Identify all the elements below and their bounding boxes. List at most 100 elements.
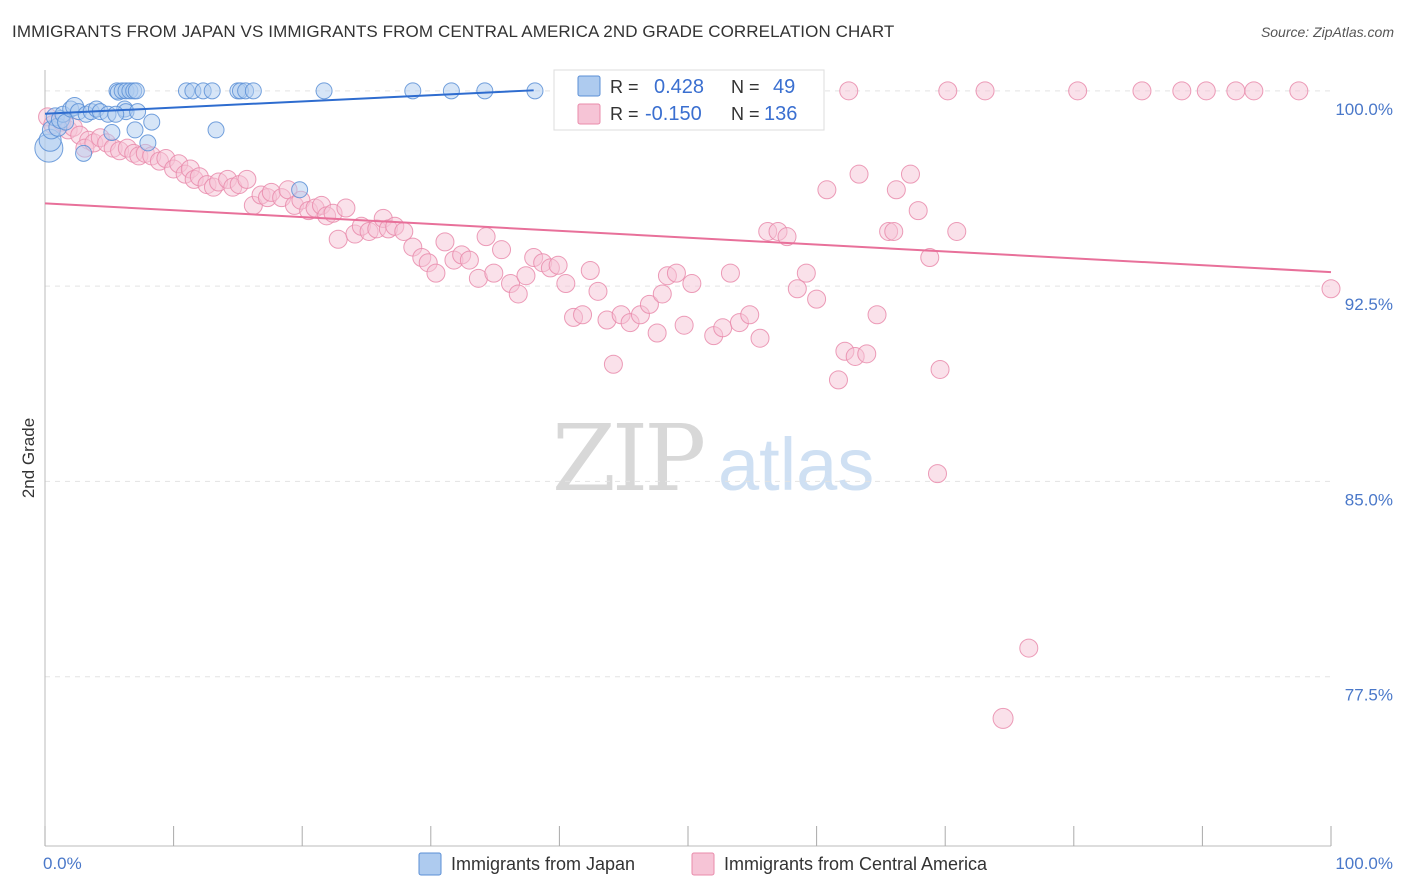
point-central-america-125 (1196, 81, 1216, 101)
legend-swatch-central-america (691, 852, 715, 876)
point-japan-28 (129, 103, 147, 121)
trend-lines (44, 89, 1332, 274)
point-central-america-86 (647, 323, 667, 343)
watermark-zip: ZIP (552, 405, 703, 512)
point-central-america-89 (674, 315, 694, 335)
x-tick-label-0: 0.0% (43, 854, 82, 873)
point-central-america-105 (828, 370, 848, 390)
point-central-america-32 (237, 169, 257, 189)
point-central-america-47 (336, 198, 356, 218)
watermark: ZIP atlas (552, 405, 874, 512)
y-tick-label-0: 100.0% (1335, 100, 1393, 119)
point-central-america-104 (817, 180, 837, 200)
point-central-america-77 (573, 305, 593, 325)
stats-legend-n-value-japan: 49 (773, 76, 795, 98)
point-central-america-96 (740, 305, 760, 325)
point-central-america-65 (476, 227, 496, 247)
source-attribution: Source: ZipAtlas.com (1260, 24, 1394, 40)
trend-line-central-america (44, 202, 1332, 274)
point-central-america-101 (787, 279, 807, 299)
stats-legend-r-value-central-america: -0.150 (645, 103, 702, 125)
legend-label-japan: Immigrants from Japan (451, 854, 635, 874)
point-japan-35 (203, 82, 221, 100)
point-central-america-124 (1172, 81, 1192, 101)
point-japan-19 (107, 105, 125, 123)
point-central-america-134 (938, 81, 958, 101)
stats-legend-n-label-central-america: N = (731, 104, 760, 124)
point-central-america-128 (1289, 81, 1309, 101)
point-central-america-78 (580, 261, 600, 281)
point-japan-36 (207, 121, 225, 139)
stats-legend-r-label-japan: R = (610, 77, 639, 97)
point-central-america-46 (328, 229, 348, 249)
point-central-america-111 (886, 180, 906, 200)
point-central-america-67 (492, 240, 512, 260)
point-central-america-69 (508, 284, 528, 304)
y-tick-label-2: 85.0% (1345, 490, 1393, 509)
point-japan-29 (126, 121, 144, 139)
point-central-america-102 (796, 263, 816, 283)
y-tick-labels: 100.0% 92.5% 85.0% 77.5% (1335, 100, 1393, 705)
stats-legend-swatch-central-america (577, 103, 601, 125)
point-central-america-85 (639, 294, 659, 314)
point-japan-43 (404, 82, 422, 100)
point-japan-16 (103, 123, 121, 141)
point-central-america-127 (1244, 81, 1264, 101)
point-central-america-121 (884, 221, 904, 241)
legend-swatch-japan (418, 852, 442, 876)
y-tick-label-1: 92.5% (1345, 295, 1393, 314)
trend-line-japan (44, 89, 534, 115)
point-central-america-126 (1226, 81, 1246, 101)
chart-title: IMMIGRANTS FROM JAPAN VS IMMIGRANTS FROM… (12, 22, 895, 41)
point-central-america-133 (839, 81, 859, 101)
point-japan-40 (244, 82, 262, 100)
stats-legend-n-label-japan: N = (731, 77, 760, 97)
point-central-america-66 (484, 263, 504, 283)
legend-label-central-america: Immigrants from Central America (724, 854, 988, 874)
point-central-america-63 (459, 250, 479, 270)
point-central-america-90 (682, 274, 702, 294)
point-central-america-135 (975, 81, 995, 101)
point-central-america-88 (666, 263, 686, 283)
point-central-america-112 (900, 164, 920, 184)
point-japan-41 (291, 181, 309, 199)
point-japan-30 (139, 134, 157, 152)
point-central-america-108 (857, 344, 877, 364)
y-axis-title: 2nd Grade (19, 418, 38, 498)
point-japan-45 (476, 82, 494, 100)
point-central-america-59 (426, 263, 446, 283)
point-japan-26 (127, 82, 145, 100)
point-central-america-114 (920, 247, 940, 267)
point-central-america-94 (720, 263, 740, 283)
point-central-america-55 (394, 221, 414, 241)
stats-legend-n-value-central-america: 136 (764, 103, 797, 125)
point-central-america-93 (713, 318, 733, 338)
stats-legend-r-label-central-america: R = (610, 104, 639, 124)
x-tick-label-1: 100.0% (1335, 854, 1393, 873)
point-central-america-103 (807, 289, 827, 309)
point-central-america-116 (947, 221, 967, 241)
point-central-america-123 (1132, 81, 1152, 101)
point-central-america-109 (867, 305, 887, 325)
stats-legend: R = 0.428 N = 49 R = -0.150 N = 136 (553, 69, 825, 131)
point-central-america-119 (1019, 638, 1039, 658)
y-tick-label-3: 77.5% (1345, 686, 1393, 705)
stats-legend-swatch-japan (577, 75, 601, 97)
watermark-atlas: atlas (718, 423, 874, 506)
point-japan-27 (143, 113, 161, 131)
point-japan-44 (442, 82, 460, 100)
point-central-america-115 (930, 359, 950, 379)
series-legend: Immigrants from Japan Immigrants from Ce… (418, 852, 988, 876)
point-central-america-81 (603, 354, 623, 374)
point-central-america-120 (849, 164, 869, 184)
point-central-america-79 (588, 281, 608, 301)
point-central-america-91 (652, 284, 672, 304)
point-central-america-113 (908, 201, 928, 221)
point-central-america-118 (992, 707, 1014, 729)
point-central-america-129 (1321, 279, 1341, 299)
point-central-america-74 (548, 255, 568, 275)
point-central-america-122 (1068, 81, 1088, 101)
point-central-america-60 (435, 232, 455, 252)
stats-legend-r-value-japan: 0.428 (654, 76, 704, 98)
